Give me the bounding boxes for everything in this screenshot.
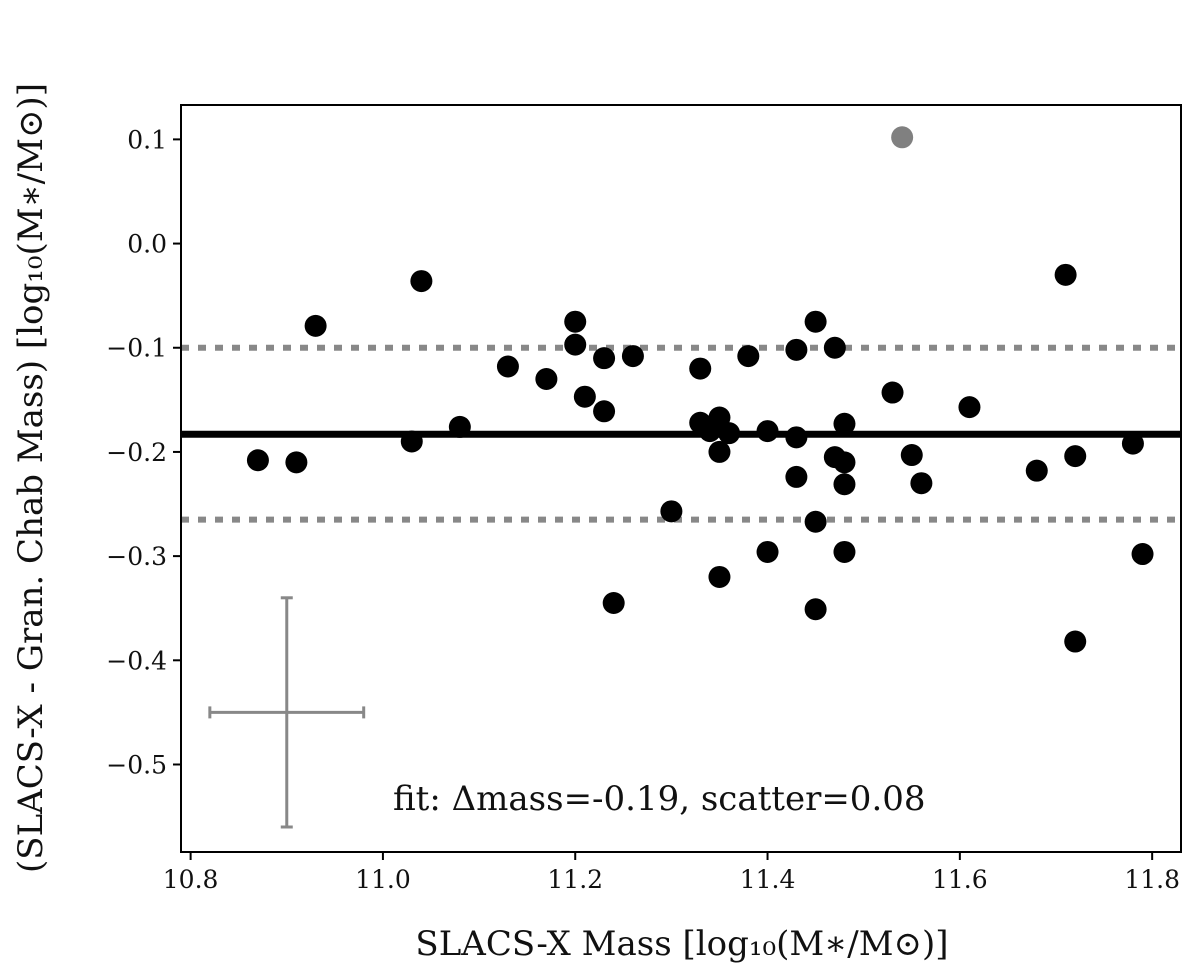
data-point xyxy=(785,338,808,361)
data-point xyxy=(448,415,471,438)
data-point xyxy=(756,540,779,563)
data-point xyxy=(689,357,712,380)
data-point xyxy=(756,420,779,443)
data-point xyxy=(718,422,741,445)
data-point xyxy=(593,400,616,423)
data-point xyxy=(246,449,269,472)
data-point xyxy=(410,270,433,293)
y-tick-label: −0.5 xyxy=(106,750,167,779)
data-point xyxy=(910,472,933,495)
data-point xyxy=(535,368,558,391)
y-tick-label: 0.0 xyxy=(127,230,167,259)
data-point xyxy=(900,444,923,467)
data-point xyxy=(564,310,587,333)
y-tick-label: −0.2 xyxy=(106,438,167,467)
data-point xyxy=(823,336,846,359)
plot-frame xyxy=(180,104,1182,853)
data-point xyxy=(573,385,596,408)
data-point xyxy=(881,381,904,404)
data-point xyxy=(833,451,856,474)
x-tick-label: 11.4 xyxy=(740,865,796,894)
x-tick-label: 10.8 xyxy=(163,865,219,894)
typical-errorbar xyxy=(208,596,366,829)
x-tick-label: 11.6 xyxy=(932,865,988,894)
x-tick-label: 11.0 xyxy=(355,865,411,894)
data-point xyxy=(496,355,519,378)
data-points xyxy=(246,126,1154,653)
data-point xyxy=(833,473,856,496)
x-tick-label: 11.2 xyxy=(547,865,603,894)
data-point xyxy=(1025,459,1048,482)
x-axis-ticks: 10.8 11.0 11.2 11.4 11.6 11.8 xyxy=(163,852,1180,894)
data-point xyxy=(785,465,808,488)
data-point xyxy=(1054,263,1077,286)
scatter-band xyxy=(181,344,1181,523)
data-point xyxy=(708,565,731,588)
data-point xyxy=(785,426,808,449)
y-tick-label: 0.1 xyxy=(127,125,167,154)
data-point xyxy=(621,345,644,368)
y-axis-ticks: 0.1 0.0 −0.1 −0.2 −0.3 −0.4 −0.5 xyxy=(106,125,181,779)
fit-annotation: fit: Δmass=-0.19, scatter=0.08 xyxy=(393,779,926,819)
outlier-point xyxy=(891,126,914,149)
x-tick-label: 11.8 xyxy=(1124,865,1180,894)
data-point xyxy=(304,314,327,337)
data-point xyxy=(708,440,731,463)
y-axis-title: (SLACS-X - Gran. Chab Mass) [log₁₀(M∗/M⊙… xyxy=(11,83,51,873)
y-tick-label: −0.4 xyxy=(106,646,167,675)
data-point xyxy=(593,347,616,370)
data-point xyxy=(285,451,308,474)
y-tick-label: −0.1 xyxy=(106,334,167,363)
data-point xyxy=(833,540,856,563)
data-point xyxy=(660,500,683,523)
data-point xyxy=(1121,432,1144,455)
y-tick-label: −0.3 xyxy=(106,542,167,571)
data-point xyxy=(1064,630,1087,653)
data-point xyxy=(833,412,856,435)
data-point xyxy=(804,510,827,533)
data-point xyxy=(1064,445,1087,468)
data-point xyxy=(1131,543,1154,566)
x-axis-title: SLACS-X Mass [log₁₀(M∗/M⊙)] xyxy=(415,924,948,964)
data-point xyxy=(958,396,981,419)
data-point xyxy=(564,333,587,356)
data-point xyxy=(804,598,827,621)
data-point xyxy=(400,430,423,453)
data-point xyxy=(737,345,760,368)
data-point xyxy=(602,592,625,614)
data-point xyxy=(804,310,827,333)
